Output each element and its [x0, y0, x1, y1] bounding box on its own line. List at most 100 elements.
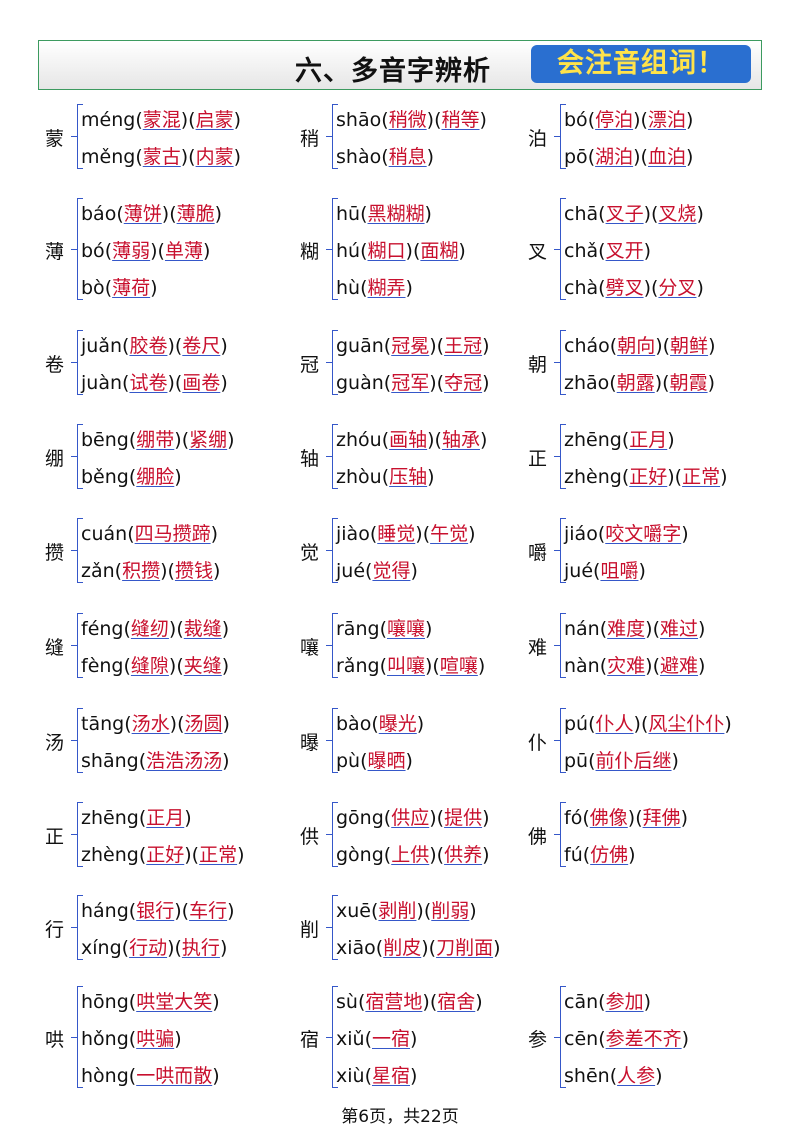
word: 嚷嚷 — [380, 618, 433, 640]
word: 难度 — [600, 618, 653, 640]
reading: hú糊口面糊 — [336, 236, 466, 263]
bracket — [326, 986, 338, 1088]
bracket — [554, 986, 566, 1088]
reading: gōng供应提供 — [336, 803, 490, 830]
bracket — [326, 423, 338, 489]
char: 薄 — [45, 241, 65, 263]
reading: gòng上供供养 — [336, 840, 490, 867]
footer: 第6页，共22页 — [341, 1107, 459, 1127]
pinyin: zhēng — [81, 806, 139, 829]
bracket — [71, 612, 83, 678]
word: 绷脸 — [129, 466, 182, 488]
word: 糊口 — [360, 240, 413, 262]
word: 叫嚷 — [380, 655, 433, 677]
pinyin: jué — [336, 559, 366, 582]
char: 泊 — [528, 128, 548, 150]
pinyin: hōng — [81, 991, 129, 1013]
word: 裁缝 — [176, 618, 229, 640]
reading: nán难度难过 — [564, 614, 705, 641]
reading: fó佛像拜佛 — [564, 803, 688, 830]
char: 佛 — [528, 826, 548, 848]
bracket — [71, 801, 83, 867]
reading: cān参加 — [564, 987, 651, 1014]
word: 觉得 — [365, 560, 418, 582]
word: 漂泊 — [641, 109, 694, 131]
pinyin: sù — [336, 991, 358, 1013]
reading: báo薄饼薄脆 — [81, 199, 222, 226]
pinyin: háng — [81, 899, 129, 922]
reading: fú仿佛 — [564, 840, 636, 867]
char: 攒 — [45, 542, 65, 564]
reading: rǎng叫嚷喧嚷 — [336, 651, 485, 678]
word: 灾难 — [600, 655, 653, 677]
word: 启蒙 — [188, 109, 241, 131]
pinyin: běng — [81, 465, 129, 488]
word: 剥削 — [371, 900, 424, 922]
pinyin: xiù — [336, 1065, 365, 1087]
reading: fèng缝隙夹缝 — [81, 651, 229, 678]
char: 曝 — [300, 732, 320, 754]
pinyin: hū — [336, 203, 361, 225]
word: 面糊 — [413, 240, 466, 262]
pinyin: bào — [336, 712, 372, 735]
char: 轴 — [300, 448, 320, 470]
pinyin: cuán — [81, 522, 128, 545]
reading: xiǔ一宿 — [336, 1024, 417, 1051]
word: 内蒙 — [188, 146, 241, 168]
badge: 会注音组词！ — [531, 45, 751, 83]
reading: shāng浩浩汤汤 — [81, 746, 230, 773]
pinyin: báo — [81, 203, 117, 225]
char: 缝 — [45, 637, 65, 659]
word: 咀嚼 — [593, 560, 646, 582]
pinyin: hú — [336, 240, 361, 262]
reading: hōng哄堂大笑 — [81, 987, 220, 1014]
reading: nàn灾难避难 — [564, 651, 705, 678]
word: 供养 — [437, 844, 490, 866]
word: 行动 — [122, 937, 175, 959]
word: 画卷 — [175, 372, 228, 394]
reading: zhāo朝露朝霞 — [564, 368, 715, 395]
word: 劈叉 — [598, 277, 651, 299]
word: 星宿 — [365, 1065, 418, 1087]
pinyin: bēng — [81, 428, 129, 451]
char: 觉 — [300, 542, 320, 564]
bracket — [554, 103, 566, 169]
reading: juǎn胶卷卷尺 — [81, 331, 228, 358]
pinyin: pō — [564, 145, 588, 168]
word: 稍等 — [434, 109, 487, 131]
word: 咬文嚼字 — [598, 523, 689, 545]
reading: bò薄荷 — [81, 273, 158, 300]
pinyin: zhèng — [81, 843, 139, 866]
word: 上供 — [384, 844, 437, 866]
char: 宿 — [300, 1029, 320, 1051]
word: 睡觉 — [370, 523, 423, 545]
word: 画轴 — [382, 429, 435, 451]
pinyin: nàn — [564, 654, 600, 677]
word: 曝晒 — [360, 750, 413, 772]
reading: hù糊弄 — [336, 273, 413, 300]
header: 六、多音字辨析 会注音组词！ — [38, 40, 762, 90]
word: 卷尺 — [175, 335, 228, 357]
bracket — [554, 329, 566, 395]
reading: shēn人参 — [564, 1061, 663, 1088]
word: 提供 — [437, 807, 490, 829]
word: 曝光 — [371, 713, 424, 735]
reading: jué咀嚼 — [564, 556, 646, 583]
reading: cuán四马攒蹄 — [81, 519, 218, 546]
char: 嚷 — [300, 637, 320, 659]
word: 宿营地 — [358, 991, 430, 1013]
word: 薄饼 — [116, 203, 169, 225]
char: 行 — [45, 919, 65, 941]
word: 削弱 — [424, 900, 477, 922]
reading: háng银行车行 — [81, 896, 235, 923]
char: 冠 — [300, 354, 320, 376]
pinyin: xíng — [81, 936, 122, 959]
pinyin: zhēng — [564, 428, 622, 451]
word: 执行 — [175, 937, 228, 959]
char: 糊 — [300, 241, 320, 263]
bracket — [326, 198, 338, 300]
char: 仆 — [528, 732, 548, 754]
reading: chà劈叉分叉 — [564, 273, 704, 300]
bracket — [554, 517, 566, 583]
